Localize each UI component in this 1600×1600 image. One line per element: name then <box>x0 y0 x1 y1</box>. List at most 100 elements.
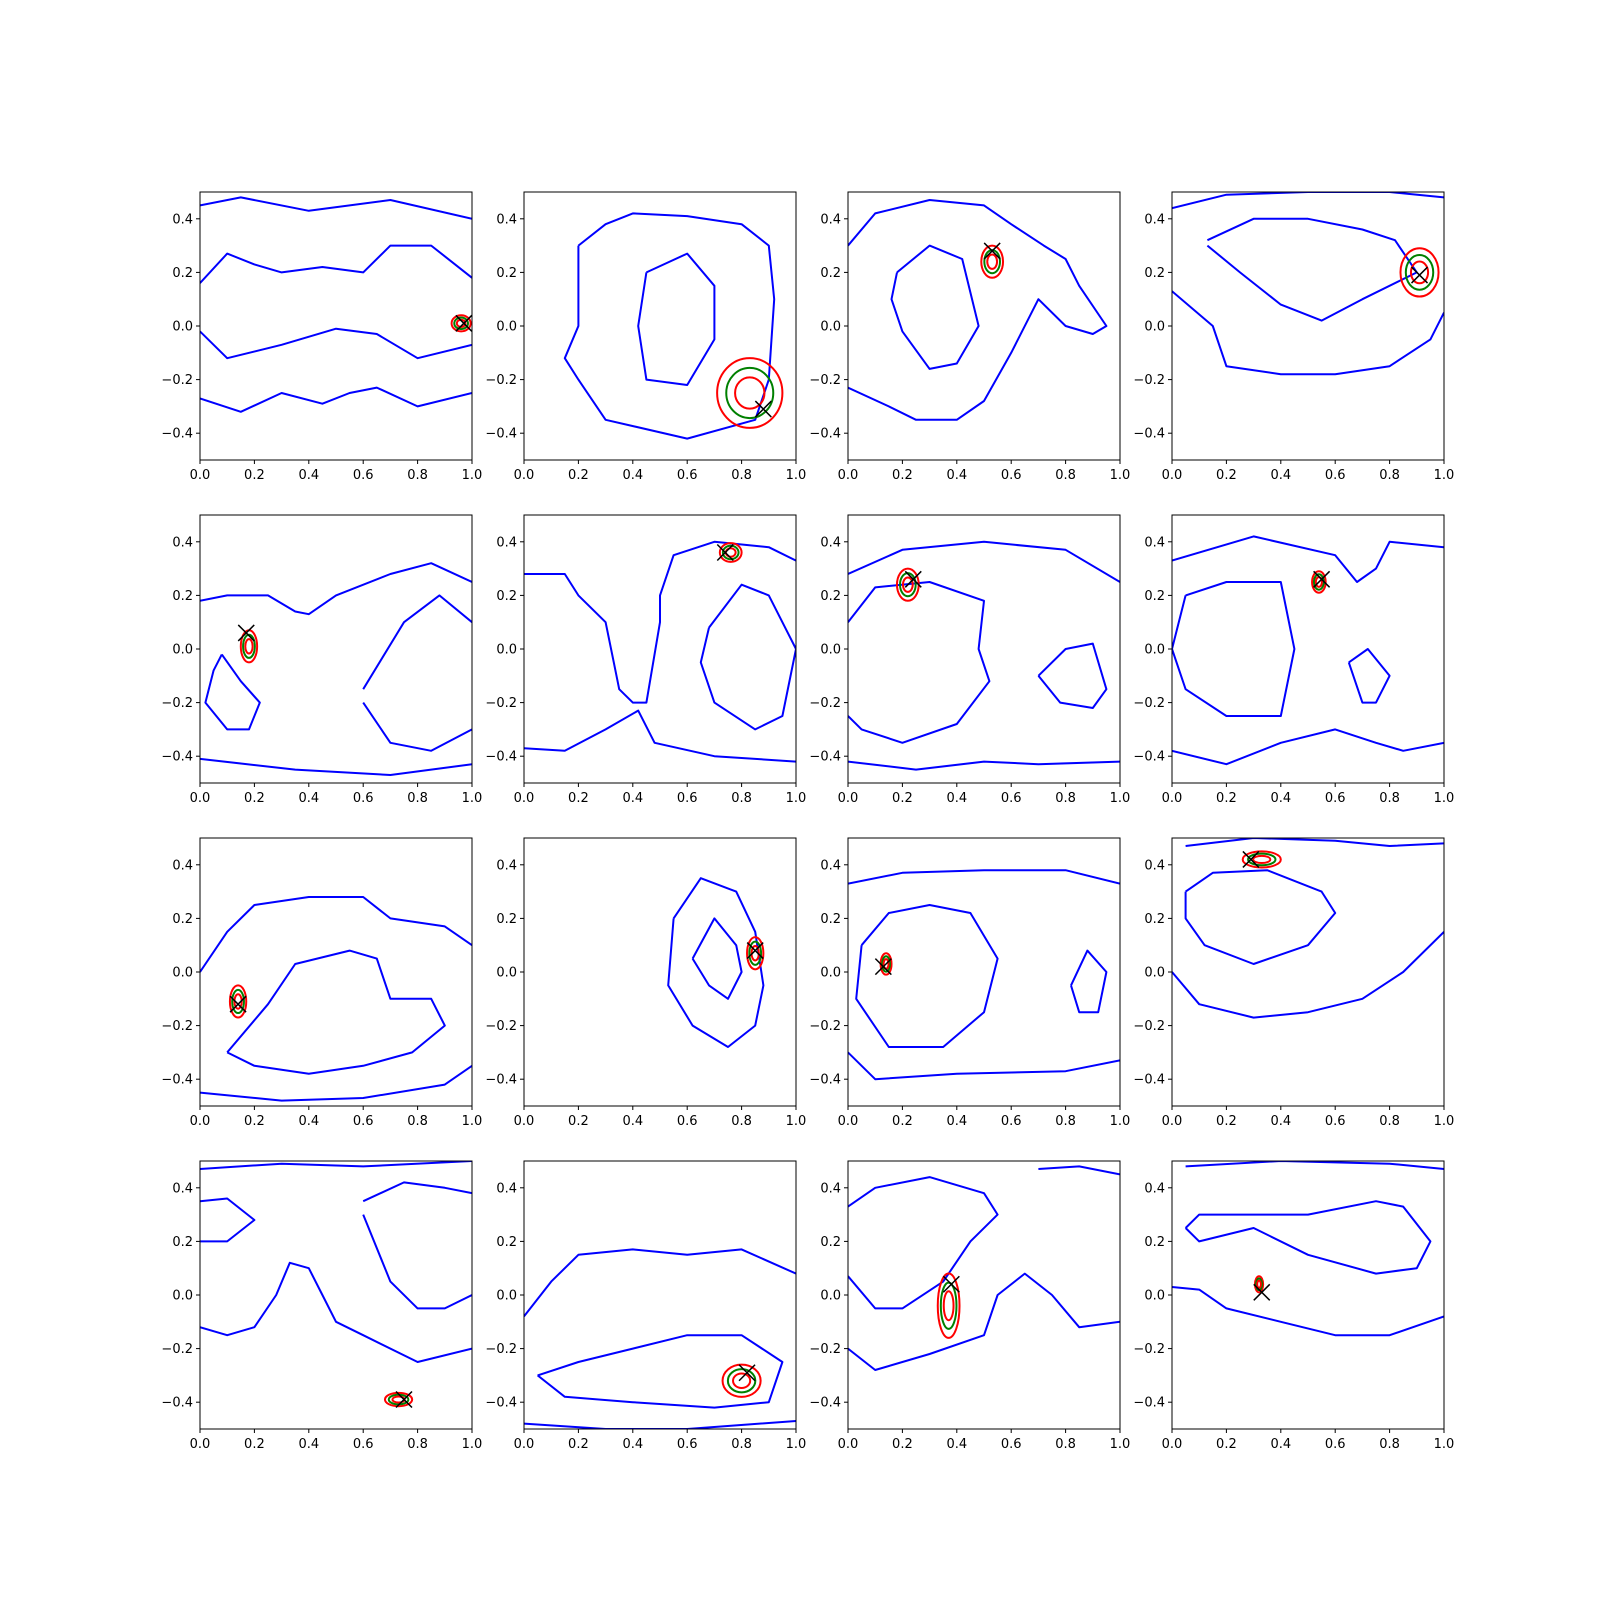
axes-frame <box>523 837 797 1107</box>
x-tick-label: 0.6 <box>1001 468 1022 483</box>
subplot-3: 0.0 0.2 0.4 0.6 0.8 1.0 −0.4 −0.2 0.0 0.2 0.4 <box>809 191 1130 483</box>
boundary-contour-3 <box>200 1261 472 1363</box>
x-marker <box>716 543 734 562</box>
plot-area <box>200 896 472 1102</box>
boundary-contour-1 <box>1185 1161 1444 1170</box>
y-tick-label: 0.2 <box>172 1235 193 1250</box>
boundary-contour-3 <box>362 594 472 690</box>
plot-area <box>848 1165 1120 1371</box>
y-tick-label: −0.4 <box>1133 1396 1165 1411</box>
y-tick-label: −0.2 <box>1133 373 1165 388</box>
x-tick-label: 0.0 <box>838 1437 859 1452</box>
y-tick-label: −0.4 <box>809 750 841 765</box>
x-tick-label: 0.2 <box>892 1437 913 1452</box>
x-tick-label: 0.2 <box>1216 468 1237 483</box>
y-tick-label: −0.4 <box>161 1073 193 1088</box>
boundary-contour-2 <box>848 581 991 744</box>
core-density-contour <box>1252 854 1272 865</box>
x-tick-label: 0.0 <box>190 468 211 483</box>
x-tick-label: 0.6 <box>677 1114 698 1129</box>
y-tick-label: −0.2 <box>809 1019 841 1034</box>
x-tick-label: 0.0 <box>1162 1114 1183 1129</box>
boundary-contour-3 <box>524 1420 796 1429</box>
y-tick-label: −0.4 <box>1133 1073 1165 1088</box>
x-tick-label: 0.2 <box>568 1114 589 1129</box>
x-tick-label: 0.0 <box>514 791 535 806</box>
y-tick-label: 0.4 <box>820 858 841 873</box>
boundary-contour-1 <box>200 1161 472 1170</box>
outer-density-contour <box>228 984 248 1019</box>
core-density-contour <box>734 376 766 410</box>
subplot-5: 0.0 0.2 0.4 0.6 0.8 1.0 −0.4 −0.2 0.0 0.2 0.4 <box>161 514 482 806</box>
x-tick-label: 0.6 <box>1325 1114 1346 1129</box>
x-tick-label: 0.4 <box>298 791 319 806</box>
x-tick-label: 0.2 <box>244 468 265 483</box>
outer-density-contour <box>721 1363 762 1398</box>
boundary-contour-2 <box>691 917 743 1000</box>
y-tick-label: 0.4 <box>820 1181 841 1196</box>
x-marker <box>1410 266 1429 284</box>
y-tick-label: 0.0 <box>496 320 517 335</box>
x-tick-label: 1.0 <box>1110 791 1131 806</box>
y-tick-label: 0.4 <box>172 1181 193 1196</box>
outer-density-contour <box>1253 1275 1265 1294</box>
y-tick-label: −0.2 <box>161 373 193 388</box>
axes-frame <box>523 1160 797 1430</box>
y-tick-label: 0.2 <box>1144 1235 1165 1250</box>
x-tick-label: 0.6 <box>1001 1437 1022 1452</box>
y-tick-label: −0.4 <box>485 427 517 442</box>
axes-frame <box>199 191 473 461</box>
y-tick-label: 0.0 <box>1144 320 1165 335</box>
boundary-contour-3 <box>1037 642 1108 709</box>
x-tick-label: 1.0 <box>786 468 807 483</box>
boundary-contour-2 <box>890 244 980 370</box>
boundary-contour-2 <box>699 583 796 731</box>
boundary-contour-4 <box>362 1181 472 1203</box>
axes-frame <box>847 191 1121 461</box>
y-tick-label: −0.4 <box>485 750 517 765</box>
boundary-contour-2 <box>1184 869 1337 965</box>
plot-area <box>200 562 472 776</box>
inner-density-contour <box>1247 852 1277 867</box>
y-tick-label: −0.4 <box>809 427 841 442</box>
boundary-contour-1 <box>1172 192 1444 210</box>
y-tick-label: 0.4 <box>172 535 193 550</box>
inner-density-contour <box>748 940 763 966</box>
x-tick-label: 0.6 <box>1001 1114 1022 1129</box>
boundary-contour-1 <box>563 212 776 440</box>
y-tick-label: 0.2 <box>820 912 841 927</box>
core-density-contour <box>1409 260 1430 285</box>
boundary-contour-4 <box>200 386 472 413</box>
subplot-8: 0.0 0.2 0.4 0.6 0.8 1.0 −0.4 −0.2 0.0 0.2 0.4 <box>1133 514 1455 806</box>
plot-area <box>524 540 796 763</box>
y-tick-label: 0.0 <box>820 966 841 981</box>
x-tick-label: 0.6 <box>677 791 698 806</box>
axes-frame <box>199 1160 473 1430</box>
x-tick-label: 0.6 <box>353 791 374 806</box>
x-tick-label: 0.8 <box>1379 468 1400 483</box>
y-tick-label: 0.0 <box>172 643 193 658</box>
x-tick-label: 1.0 <box>462 1114 483 1129</box>
boundary-contour-1 <box>1172 535 1444 583</box>
y-tick-label: −0.2 <box>161 696 193 711</box>
x-tick-label: 0.8 <box>1055 791 1076 806</box>
outer-density-contour <box>450 314 472 333</box>
y-tick-label: 0.2 <box>820 266 841 281</box>
x-tick-label: 0.8 <box>1055 468 1076 483</box>
outer-density-contour <box>1311 570 1327 594</box>
core-density-contour <box>732 1372 752 1389</box>
boundary-contour-3 <box>1172 931 1444 1019</box>
x-tick-label: 0.8 <box>731 791 752 806</box>
boundary-contour-4 <box>1172 728 1444 766</box>
x-marker <box>1242 850 1260 868</box>
x-tick-label: 1.0 <box>1434 791 1455 806</box>
x-marker <box>983 242 1001 260</box>
y-tick-label: 0.2 <box>1144 912 1165 927</box>
boundary-contour-1 <box>524 1248 796 1318</box>
boundary-contour-2 <box>855 904 999 1048</box>
boundary-contour-2 <box>226 949 446 1075</box>
x-tick-label: 0.8 <box>407 1114 428 1129</box>
x-tick-label: 0.8 <box>407 1437 428 1452</box>
x-tick-label: 0.2 <box>892 1114 913 1129</box>
x-tick-label: 0.2 <box>1216 1437 1237 1452</box>
